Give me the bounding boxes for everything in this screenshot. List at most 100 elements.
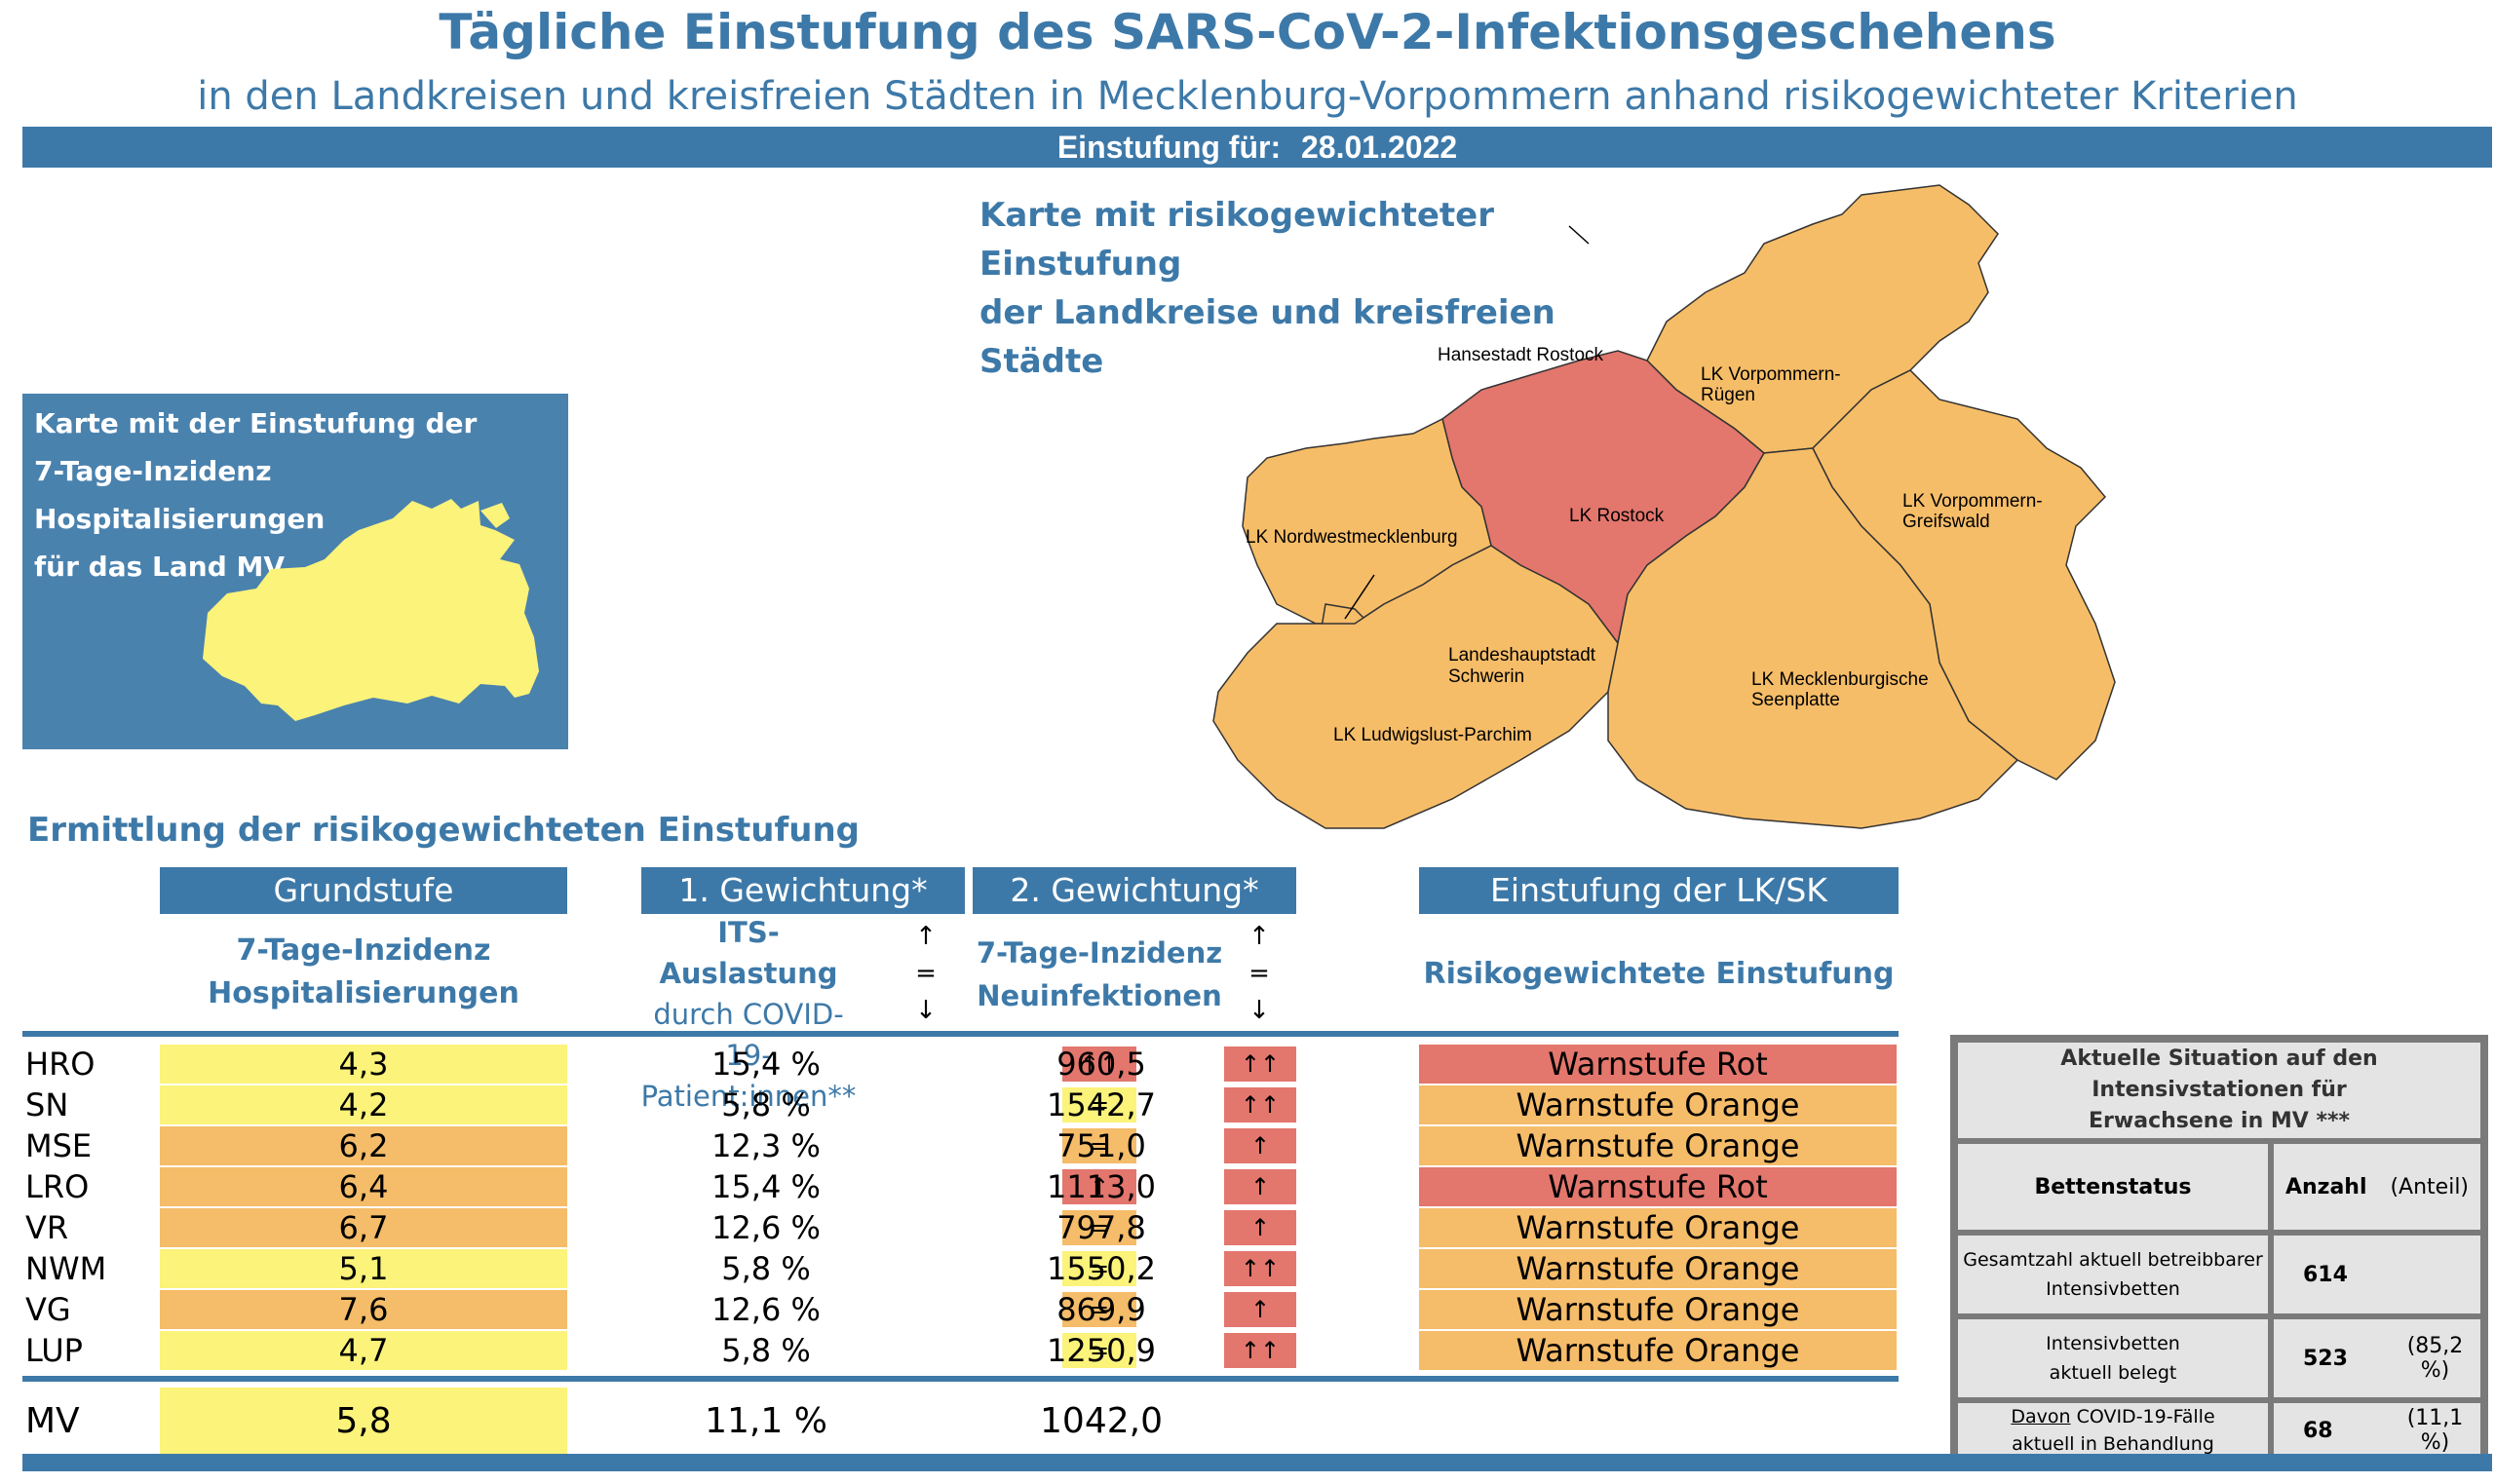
- hospitalization-box-line1: Karte mit der Einstufung der: [34, 407, 478, 439]
- row-neu-value: 1542,7: [1047, 1086, 1156, 1123]
- header-gewichtung-1: 1. Gewichtung*: [641, 867, 965, 914]
- row-neu-value: 1250,9: [1047, 1332, 1156, 1369]
- map-label-nwm: LK Nordwestmecklenburg: [1246, 527, 1458, 548]
- hospitalization-box-line2: 7-Tage-Inzidenz Hospitalisierungen: [34, 455, 326, 535]
- table-mid-rule: [22, 1376, 1899, 1382]
- total-hosp-value: 5,8: [160, 1388, 567, 1456]
- icu-row-label: Davon COVID-19-Fälle aktuell in Behandlu…: [1958, 1403, 2268, 1458]
- subheader-its-line1: ITS-Auslastung: [659, 916, 838, 990]
- icu-row3-share: (11,1 %): [2406, 1406, 2464, 1455]
- map-label-vr-line2: Rügen: [1701, 385, 1755, 405]
- icu-col-status: Bettenstatus: [1958, 1144, 2268, 1230]
- icu-status-box: Aktuelle Situation auf den Intensivstati…: [1950, 1035, 2488, 1464]
- icu-col-anzahl: Anzahl: [2284, 1174, 2367, 1199]
- neu-trend-legend: ↑ = ↓: [1240, 918, 1279, 1029]
- icu-row3-values: 68 (11,1 %): [2274, 1403, 2480, 1458]
- row-neu-trend: ↑↑: [1224, 1046, 1296, 1082]
- map-region-mecklenburgische-seenplatte: [1607, 447, 2019, 829]
- row-hosp-value: 5,1: [160, 1249, 567, 1288]
- map-label-vg-line2: Greifswald: [1902, 512, 1990, 532]
- row-its-value: 5,8 %: [721, 1086, 811, 1123]
- mv-state-map: [203, 499, 539, 721]
- icu-row-label: Gesamtzahl aktuell betreibbarer Intensiv…: [1958, 1236, 2268, 1313]
- icu-row1-label2: Intensivbetten: [2046, 1278, 2180, 1300]
- table-total-row: MV 5,8 11,1 % 1042,0: [0, 1388, 1900, 1456]
- icu-row3-label1: Davon COVID-19-Fälle: [2011, 1403, 2214, 1430]
- row-einstufung: Warnstufe Orange: [1419, 1085, 1897, 1124]
- subheader-hospitalisierung: 7-Tage-Inzidenz Hospitalisierungen: [160, 930, 567, 1015]
- legend-eq-2: =: [1248, 959, 1270, 988]
- row-hosp-value: 7,6: [160, 1290, 567, 1329]
- row-neu-value: 869,9: [1056, 1291, 1146, 1328]
- hospitalization-box-text: Karte mit der Einstufung der 7-Tage-Inzi…: [34, 400, 568, 590]
- subheader-its-line2: durch COVID-19-: [653, 998, 844, 1072]
- icu-row-label: Intensivbetten aktuell belegt: [1958, 1319, 2268, 1397]
- row-its-value: 15,4 %: [711, 1046, 821, 1083]
- row-neu-trend: ↑↑: [1224, 1333, 1296, 1368]
- map-title-line1: Karte mit risikogewichteter Einstufung: [979, 196, 1494, 284]
- map-pointer-rostock: [1568, 225, 1590, 245]
- row-its-trend: ↑: [1062, 1169, 1136, 1204]
- map-label-lro: LK Rostock: [1569, 506, 1665, 526]
- icu-title-line2: Erwachsene in MV ***: [2089, 1109, 2350, 1133]
- row-einstufung: Warnstufe Orange: [1419, 1208, 1897, 1247]
- row-its-value: 5,8 %: [721, 1332, 811, 1369]
- icu-row1-label1: Gesamtzahl aktuell betreibbarer: [1963, 1249, 2263, 1271]
- map-region-ludwigslust-parchim: [1212, 545, 1619, 829]
- icu-row3-label2: aktuell in Behandlung: [2012, 1433, 2214, 1455]
- subheader-neu-line2: Neuinfektionen: [977, 979, 1222, 1012]
- legend-up-2: ↑: [1248, 922, 1270, 951]
- map-label-sn-line1: Landeshauptstadt: [1448, 645, 1596, 666]
- row-einstufung: Warnstufe Rot: [1419, 1045, 1897, 1084]
- row-its-trend: =: [1062, 1333, 1136, 1368]
- row-neu-trend: ↑↑: [1224, 1251, 1296, 1286]
- row-its-trend: =: [1062, 1292, 1136, 1327]
- row-its-value: 15,4 %: [711, 1168, 821, 1205]
- row-code: VR: [25, 1209, 69, 1246]
- subheader-its: ITS-Auslastung durch COVID-19- Patient:i…: [632, 912, 865, 1117]
- hospitalization-map-box: Karte mit der Einstufung der 7-Tage-Inzi…: [22, 394, 568, 749]
- mv-island-shape: [480, 503, 510, 528]
- row-neu-trend: ↑: [1224, 1210, 1296, 1245]
- row-neu-trend: ↑: [1224, 1128, 1296, 1163]
- map-label-hro: Hansestadt Rostock: [1438, 345, 1604, 365]
- legend-up: ↑: [915, 922, 937, 951]
- table-row: MSE 6,2 12,3 % = 751,0 ↑ Warnstufe Orang…: [0, 1126, 1900, 1165]
- header-gewichtung-2: 2. Gewichtung*: [973, 867, 1296, 914]
- map-label-vr-line1: LK Vorpommern-: [1701, 364, 1841, 385]
- map-label-mse-line1: LK Mecklenburgische: [1751, 669, 1929, 690]
- total-code: MV: [25, 1401, 80, 1441]
- mv-state-shape: [203, 499, 539, 721]
- row-hosp-value: 6,4: [160, 1167, 567, 1206]
- row-neu-value: 797,8: [1056, 1209, 1146, 1246]
- header-grundstufe: Grundstufe: [160, 867, 567, 914]
- icu-row2-count: 523: [2303, 1346, 2348, 1371]
- row-einstufung: Warnstufe Orange: [1419, 1126, 1897, 1165]
- row-code: LUP: [25, 1332, 83, 1369]
- map-label-mse-line2: Seenplatte: [1751, 690, 1840, 710]
- its-trend-legend: ↑ = ↓: [906, 918, 945, 1029]
- page-title: Tägliche Einstufung des SARS-CoV-2-Infek…: [439, 4, 2056, 60]
- row-neu-value: 1113,0: [1047, 1168, 1156, 1205]
- row-einstufung: Warnstufe Orange: [1419, 1331, 1897, 1370]
- row-code: LRO: [25, 1168, 90, 1205]
- row-code: SN: [25, 1086, 69, 1123]
- date-bar: Einstufung für: 28.01.2022: [22, 127, 2492, 168]
- footer-rule: [22, 1454, 2492, 1471]
- row-neu-value: 1550,2: [1047, 1250, 1156, 1287]
- row-hosp-value: 4,2: [160, 1085, 567, 1124]
- total-its-value: 11,1 %: [705, 1401, 827, 1441]
- subheader-hosp-line2: Hospitalisierungen: [208, 976, 519, 1010]
- icu-row2-values: 523 (85,2 %): [2274, 1319, 2480, 1397]
- header-einstufung: Einstufung der LK/SK: [1419, 867, 1899, 914]
- icu-title-line1: Aktuelle Situation auf den Intensivstati…: [2060, 1046, 2378, 1102]
- row-its-trend: =: [1062, 1128, 1136, 1163]
- icu-col-anteil: (Anteil): [2390, 1174, 2470, 1199]
- table-row: NWM 5,1 5,8 % = 1550,2 ↑↑ Warnstufe Oran…: [0, 1249, 1900, 1288]
- map-label-vg-line1: LK Vorpommern-: [1902, 491, 2043, 512]
- table-row: LRO 6,4 15,4 % ↑ 1113,0 ↑ Warnstufe Rot: [0, 1167, 1900, 1206]
- map-title-line2: der Landkreise und kreisfreien Städte: [979, 293, 1555, 381]
- row-neu-value: 751,0: [1056, 1127, 1146, 1164]
- map-label-sn-line2: Schwerin: [1448, 666, 1524, 687]
- row-hosp-value: 6,2: [160, 1126, 567, 1165]
